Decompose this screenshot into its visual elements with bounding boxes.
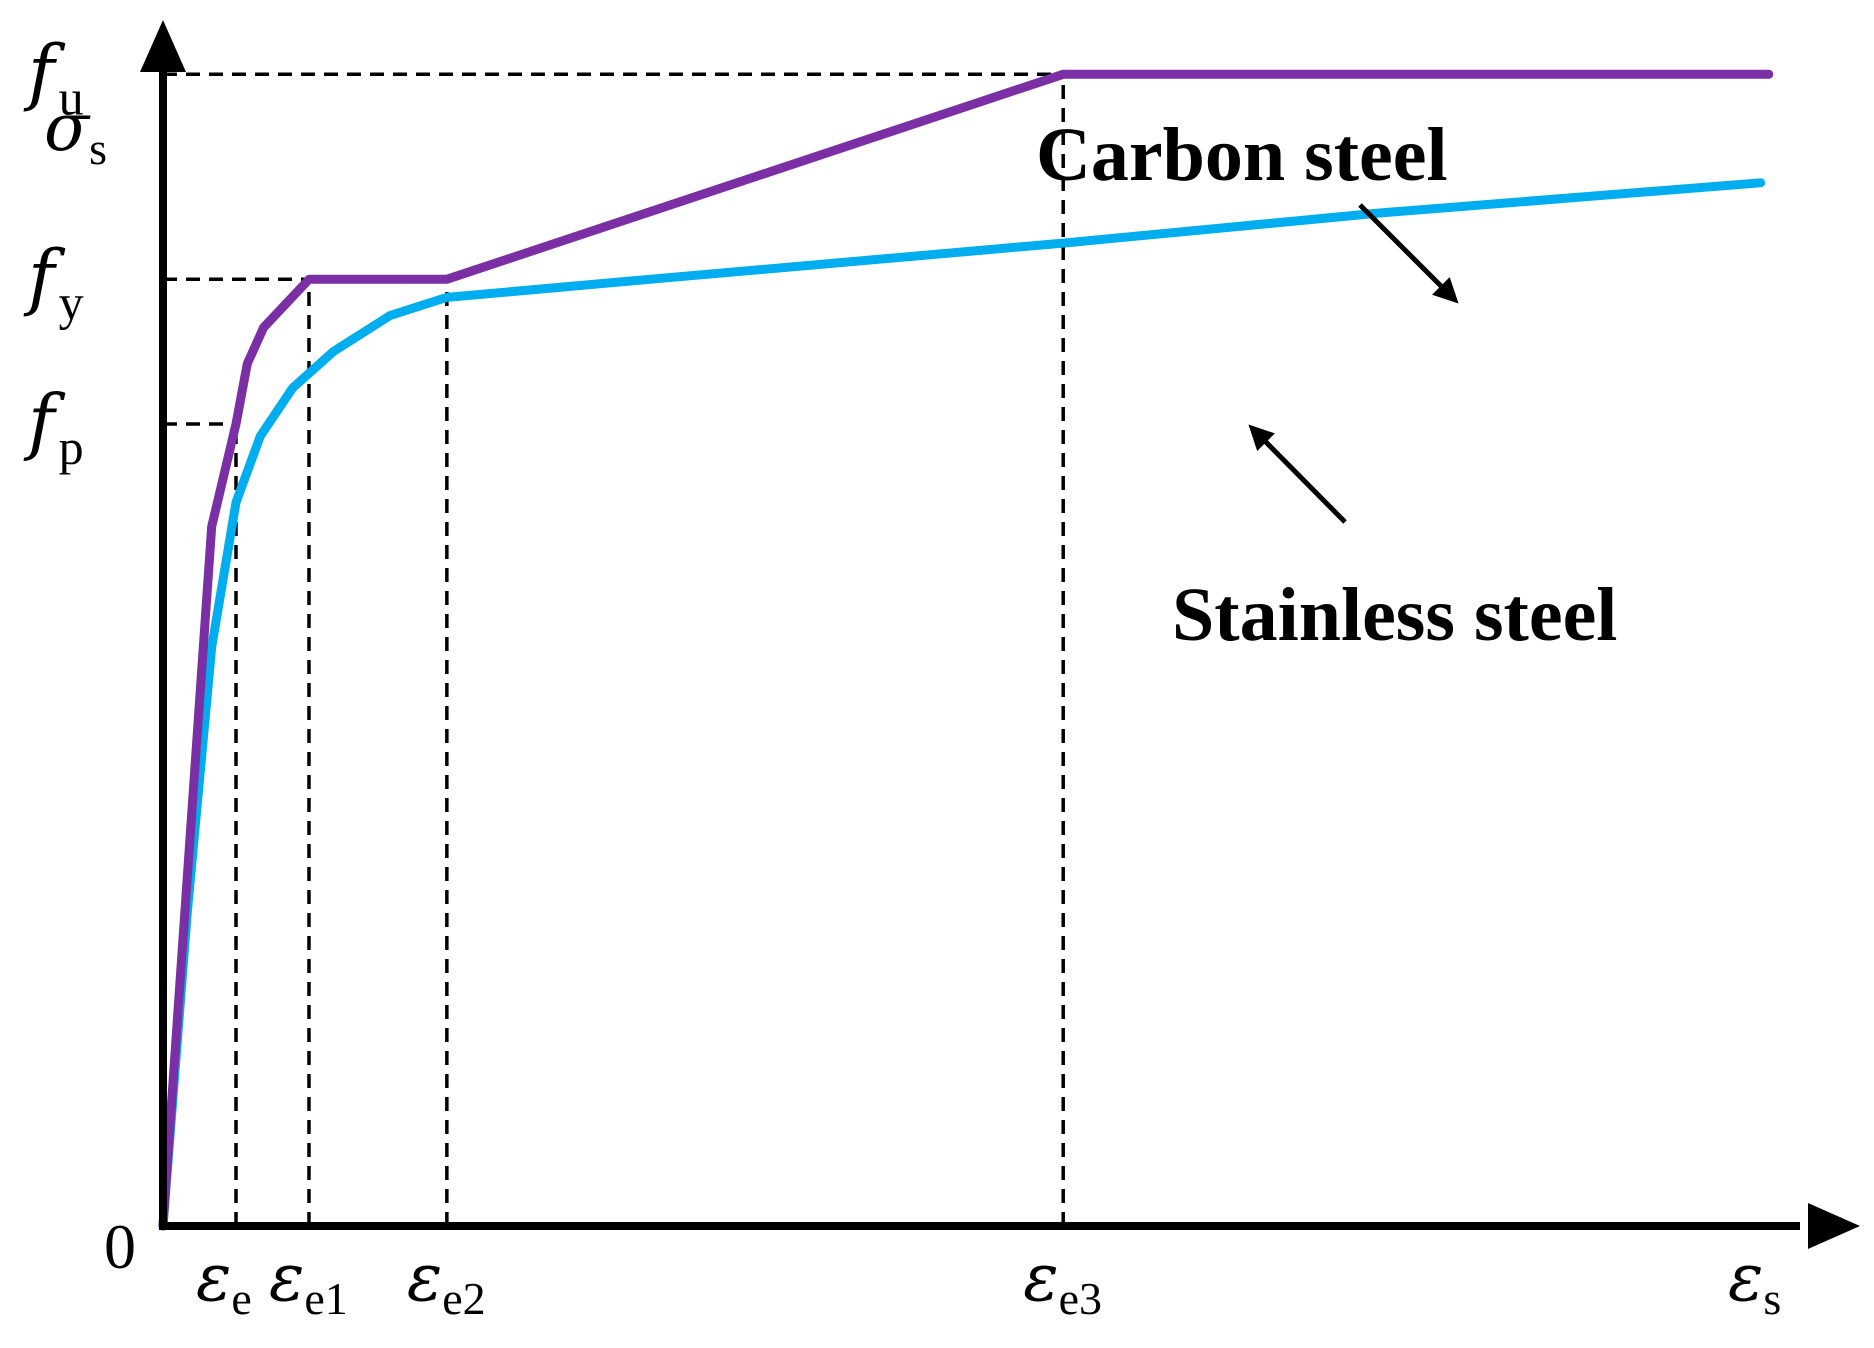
- stainless-steel-label: Stainless steel: [1172, 573, 1617, 657]
- y-tick-fu: fu: [23, 29, 84, 125]
- y-axis-arrowhead: [140, 20, 186, 72]
- x-tick-eps-e: εe: [196, 1239, 252, 1324]
- x-tick-eps-e3: εe3: [1023, 1239, 1102, 1324]
- x-axis-arrowhead: [1808, 1203, 1860, 1249]
- series-curves: [158, 69, 1774, 1231]
- x-tick-eps-e2: εe2: [407, 1239, 486, 1324]
- stainless-steel-curve: [158, 178, 1766, 1231]
- y-tick-fy: fy: [23, 234, 84, 330]
- guide-lines: [163, 72, 1065, 1226]
- carbon-steel-curve: [158, 69, 1774, 1231]
- x-tick-labels: εe εe1 εe2 εe3: [196, 1239, 1102, 1324]
- origin-label: 0: [104, 1211, 136, 1282]
- x-tick-eps-e1: εe1: [269, 1239, 348, 1324]
- carbon-steel-label: Carbon steel: [1036, 113, 1448, 197]
- y-axis-title: σs: [44, 89, 107, 174]
- x-axis-title: εs: [1728, 1239, 1781, 1324]
- carbon-steel-pointer: [1358, 203, 1459, 304]
- stainless-steel-pointer: [1248, 424, 1347, 524]
- y-tick-fp: fp: [23, 379, 84, 475]
- y-tick-labels: fp fy fu: [23, 29, 84, 475]
